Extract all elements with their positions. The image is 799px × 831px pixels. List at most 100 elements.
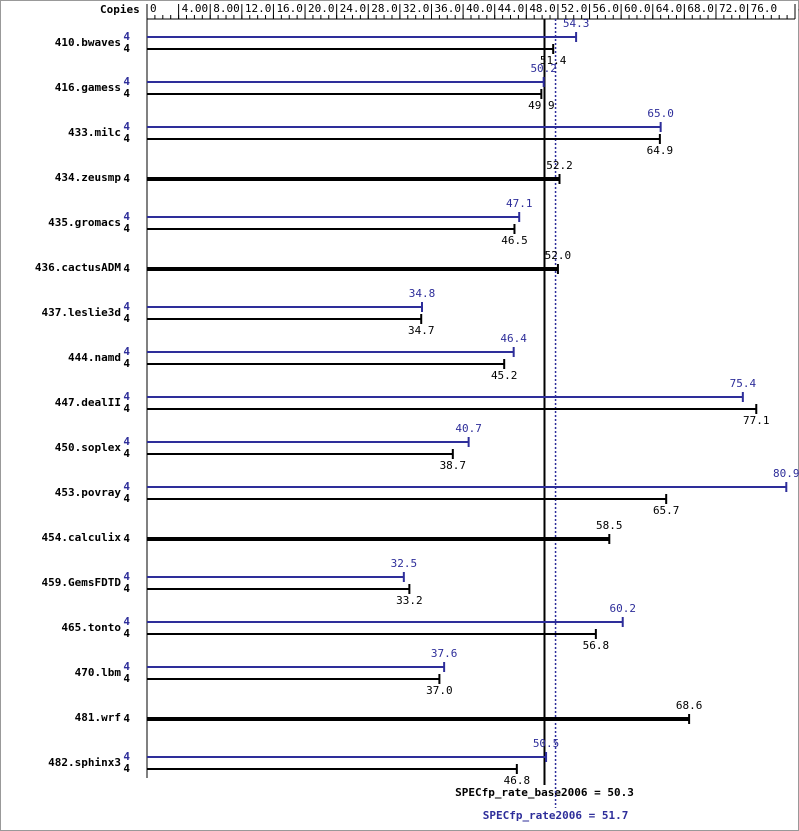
value-label: 51.4	[540, 54, 567, 67]
category-label: 434.zeusmp	[55, 171, 122, 184]
reference-label: SPECfp_rate_base2006 = 50.3	[455, 786, 634, 799]
x-tick-label: 64.0	[656, 2, 683, 15]
category-label: 436.cactusADM	[35, 261, 121, 274]
x-tick-label: 48.0	[529, 2, 556, 15]
copies-label: 4	[123, 435, 130, 448]
copies-label: 4	[123, 132, 130, 145]
value-label: 65.0	[647, 107, 674, 120]
copies-label: 4	[123, 300, 130, 313]
value-label: 80.9	[773, 467, 799, 480]
value-label: 77.1	[743, 414, 770, 427]
x-tick-label: 36.0	[434, 2, 461, 15]
reference-label: SPECfp_rate2006 = 51.7	[483, 809, 629, 822]
copies-label: 4	[123, 762, 130, 775]
value-label: 64.9	[647, 144, 674, 157]
category-label: 482.sphinx3	[48, 756, 121, 769]
x-tick-label: 40.0	[466, 2, 493, 15]
value-label: 38.7	[440, 459, 467, 472]
copies-label: 4	[123, 210, 130, 223]
x-tick-label: 68.0	[687, 2, 714, 15]
copies-label: 4	[123, 120, 130, 133]
x-tick-label: 12.0	[245, 2, 272, 15]
category-label: 481.wrf	[75, 711, 121, 724]
copies-label: 4	[123, 615, 130, 628]
copies-label: 4	[123, 75, 130, 88]
copies-label: 4	[123, 627, 130, 640]
category-label: 410.bwaves	[55, 36, 121, 49]
x-tick-label: 24.0	[340, 2, 367, 15]
value-label: 50.5	[533, 737, 560, 750]
x-tick-label: 44.0	[498, 2, 524, 15]
category-label: 450.soplex	[55, 441, 122, 454]
value-label: 58.5	[596, 519, 623, 532]
value-label: 37.0	[426, 684, 453, 697]
x-tick-label: 16.0	[276, 2, 303, 15]
category-label: 433.milc	[68, 126, 121, 139]
value-label: 54.3	[563, 17, 590, 30]
value-label: 47.1	[506, 197, 533, 210]
value-label: 65.7	[653, 504, 680, 517]
copies-label: 4	[123, 480, 130, 493]
copies-label: 4	[123, 172, 130, 185]
category-label: 416.gamess	[55, 81, 121, 94]
x-tick-label: 52.0	[561, 2, 588, 15]
copies-label: 4	[123, 30, 130, 43]
copies-label: 4	[123, 447, 130, 460]
copies-label: 4	[123, 262, 130, 275]
x-tick-label: 8.00	[213, 2, 240, 15]
category-label: 465.tonto	[61, 621, 121, 634]
category-label: 454.calculix	[42, 531, 122, 544]
value-label: 49.9	[528, 99, 555, 112]
category-label: 444.namd	[68, 351, 121, 364]
value-label: 45.2	[491, 369, 518, 382]
value-label: 34.7	[408, 324, 435, 337]
category-label: 453.povray	[55, 486, 122, 499]
x-tick-label: 4.00	[182, 2, 209, 15]
copies-label: 4	[123, 582, 130, 595]
value-label: 46.5	[501, 234, 528, 247]
value-label: 50.2	[530, 62, 557, 75]
copies-label: 4	[123, 390, 130, 403]
x-tick-label: 72.0	[719, 2, 746, 15]
copies-label: 4	[123, 492, 130, 505]
category-label: 435.gromacs	[48, 216, 121, 229]
x-tick-label: 28.0	[371, 2, 398, 15]
copies-label: 4	[123, 222, 130, 235]
value-label: 46.8	[504, 774, 531, 787]
category-label: 470.lbm	[75, 666, 122, 679]
x-tick-label: 20.0	[308, 2, 335, 15]
category-label: 437.leslie3d	[42, 306, 121, 319]
copies-label: 4	[123, 532, 130, 545]
value-label: 33.2	[396, 594, 423, 607]
copies-label: 4	[123, 712, 130, 725]
x-tick-label: 32.0	[403, 2, 430, 15]
value-label: 34.8	[409, 287, 436, 300]
x-tick-label: 60.0	[624, 2, 651, 15]
copies-label: 4	[123, 570, 130, 583]
copies-label: 4	[123, 750, 130, 763]
copies-label: 4	[123, 345, 130, 358]
value-label: 60.2	[609, 602, 636, 615]
category-label: 447.dealII	[55, 396, 121, 409]
copies-label: 4	[123, 402, 130, 415]
copies-label: 4	[123, 357, 130, 370]
copies-label: 4	[123, 42, 130, 55]
x-tick-label: 0	[150, 2, 157, 15]
copies-label: 4	[123, 87, 130, 100]
copies-label: 4	[123, 312, 130, 325]
x-tick-label: 76.0	[751, 2, 778, 15]
value-label: 75.4	[730, 377, 757, 390]
value-label: 46.4	[500, 332, 527, 345]
copies-header: Copies	[100, 3, 140, 16]
value-label: 32.5	[391, 557, 418, 570]
x-tick-label: 56.0	[593, 2, 620, 15]
copies-label: 4	[123, 660, 130, 673]
value-label: 40.7	[455, 422, 482, 435]
copies-label: 4	[123, 672, 130, 685]
value-label: 52.0	[545, 249, 572, 262]
value-label: 68.6	[676, 699, 703, 712]
value-label: 37.6	[431, 647, 458, 660]
category-label: 459.GemsFDTD	[42, 576, 122, 589]
